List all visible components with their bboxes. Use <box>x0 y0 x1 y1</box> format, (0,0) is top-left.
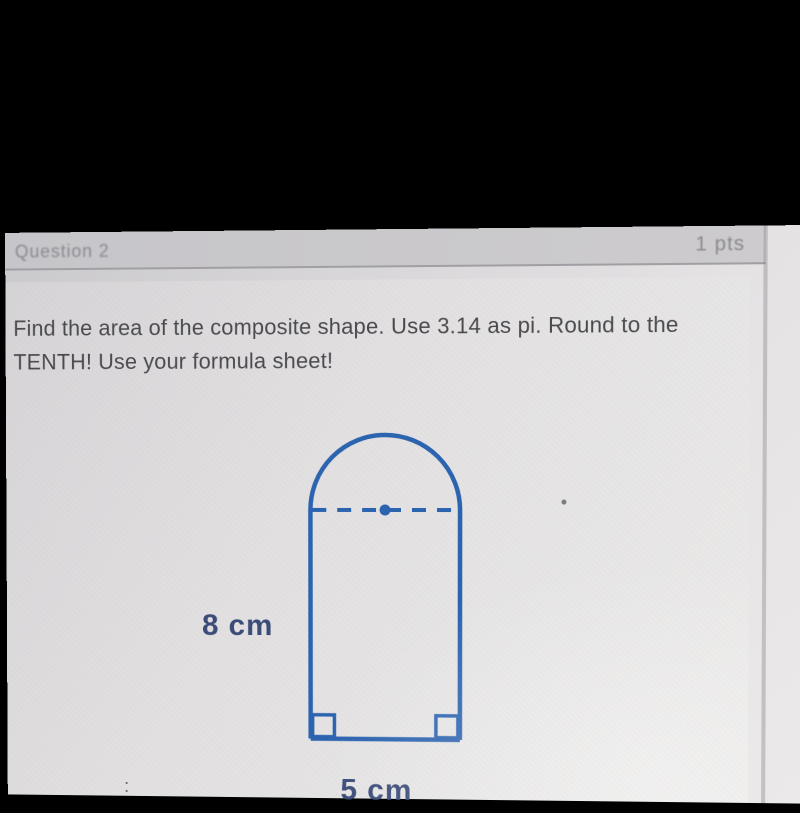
points-label: 1 pts <box>695 233 745 257</box>
right-angle-right-icon <box>436 716 458 738</box>
dimension-width: 5 cm <box>340 773 412 808</box>
question-prompt: Find the area of the composite shape. Us… <box>13 307 741 379</box>
prompt-line-2: TENTH! Use your formula sheet! <box>13 348 333 374</box>
question-number: Question 2 <box>15 241 110 263</box>
question-body: Find the area of the composite shape. Us… <box>5 277 750 803</box>
semicircle-arc <box>310 435 460 510</box>
stray-mark-icon: • <box>561 492 567 513</box>
stray-colon-icon: : <box>124 776 129 797</box>
prompt-line-1: Find the area of the composite shape. Us… <box>13 312 678 341</box>
panel-right-border <box>761 225 768 803</box>
worksheet-screen: Question 2 1 pts Find the area of the co… <box>5 225 800 804</box>
question-header: Question 2 1 pts <box>5 225 766 270</box>
dimension-height: 8 cm <box>202 609 273 643</box>
center-dot-icon <box>380 504 391 515</box>
right-angle-left-icon <box>313 715 335 737</box>
